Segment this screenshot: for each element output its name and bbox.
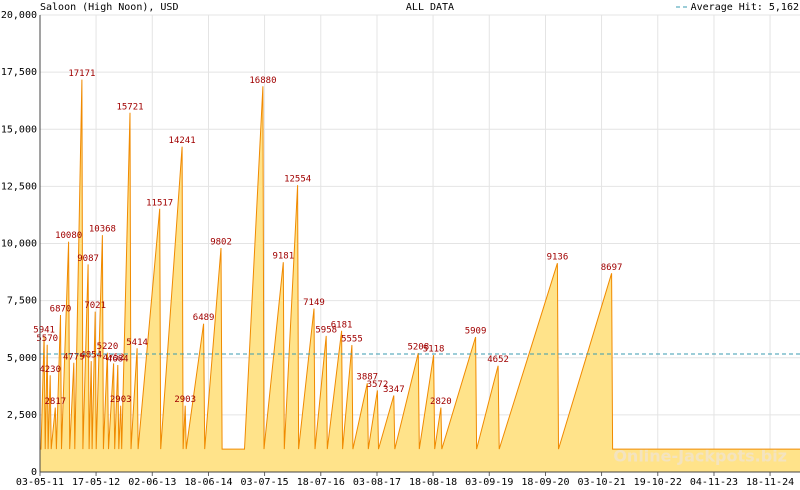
value-label: 4752 [103, 353, 125, 363]
value-label: 5941 [33, 326, 55, 336]
y-tick-label: 15,000 [1, 124, 37, 135]
value-label: 4779 [63, 352, 85, 362]
x-tick-label: 03-07-15 [240, 477, 288, 488]
x-tick-label: 18-08-18 [409, 477, 457, 488]
y-tick-label: 17,500 [1, 67, 37, 78]
value-label: 9181 [272, 252, 294, 262]
y-tick-label: 5,000 [7, 353, 37, 364]
x-tick-label: 03-10-21 [577, 477, 625, 488]
value-label: 2903 [110, 395, 132, 405]
legend-label: Average Hit: 5,162 [691, 2, 799, 13]
value-label: 5208 [407, 342, 429, 352]
value-label: 7149 [303, 298, 325, 308]
value-label: 9087 [77, 254, 99, 264]
x-tick-label: 04-11-23 [690, 477, 738, 488]
value-label: 5220 [97, 342, 119, 352]
value-label: 14241 [169, 136, 196, 146]
value-label: 15721 [116, 102, 143, 112]
value-label: 5909 [465, 326, 487, 336]
x-tick-label: 03-09-19 [465, 477, 513, 488]
watermark: Online-Jackpots.biz [613, 447, 787, 466]
value-label: 8697 [601, 263, 623, 273]
value-label: 10080 [55, 231, 82, 241]
value-label: 3887 [356, 373, 378, 383]
value-label: 2820 [430, 397, 452, 407]
value-label: 6181 [331, 320, 353, 330]
value-label: 5958 [315, 325, 337, 335]
x-tick-label: 17-05-12 [72, 477, 120, 488]
value-label: 3572 [367, 380, 389, 390]
value-label: 9136 [547, 253, 569, 263]
y-tick-label: 0 [31, 467, 37, 478]
value-label: 6489 [193, 313, 215, 323]
value-label: 5555 [341, 335, 363, 345]
value-label: 4230 [39, 365, 61, 375]
x-tick-label: 03-08-17 [353, 477, 401, 488]
value-label: 6870 [50, 305, 72, 315]
value-label: 4854 [80, 351, 102, 361]
value-label: 7021 [84, 301, 106, 311]
y-tick-label: 10,000 [1, 239, 37, 250]
x-tick-label: 02-06-13 [128, 477, 176, 488]
x-tick-label: 03-05-11 [16, 477, 64, 488]
area-line [40, 79, 800, 450]
value-label: 5414 [126, 338, 148, 348]
value-label: 2817 [45, 397, 67, 407]
x-tick-label: 19-10-22 [634, 477, 682, 488]
value-label: 17171 [68, 69, 95, 79]
value-label: 11517 [146, 198, 173, 208]
y-tick-label: 7,500 [7, 296, 37, 307]
value-label: 9802 [210, 238, 232, 248]
value-label: 12554 [284, 175, 311, 185]
y-tick-label: 20,000 [1, 10, 37, 21]
x-tick-label: 18-07-16 [297, 477, 345, 488]
x-tick-label: 18-09-20 [521, 477, 569, 488]
value-label: 5118 [423, 345, 445, 355]
value-label: 16880 [249, 76, 276, 86]
value-label: 4684 [107, 354, 129, 364]
value-label: 10368 [89, 225, 116, 235]
chart-subtitle: ALL DATA [406, 2, 454, 13]
y-tick-label: 12,500 [1, 181, 37, 192]
chart-title: Saloon (High Noon), USD [40, 2, 178, 13]
value-label: 4652 [487, 355, 509, 365]
y-tick-label: 2,500 [7, 410, 37, 421]
x-tick-label: 18-11-24 [746, 477, 794, 488]
area-fill [40, 79, 800, 472]
value-label: 2903 [174, 395, 196, 405]
value-label: 3347 [383, 385, 405, 395]
x-tick-label: 18-06-14 [184, 477, 232, 488]
value-label: 5570 [36, 334, 58, 344]
